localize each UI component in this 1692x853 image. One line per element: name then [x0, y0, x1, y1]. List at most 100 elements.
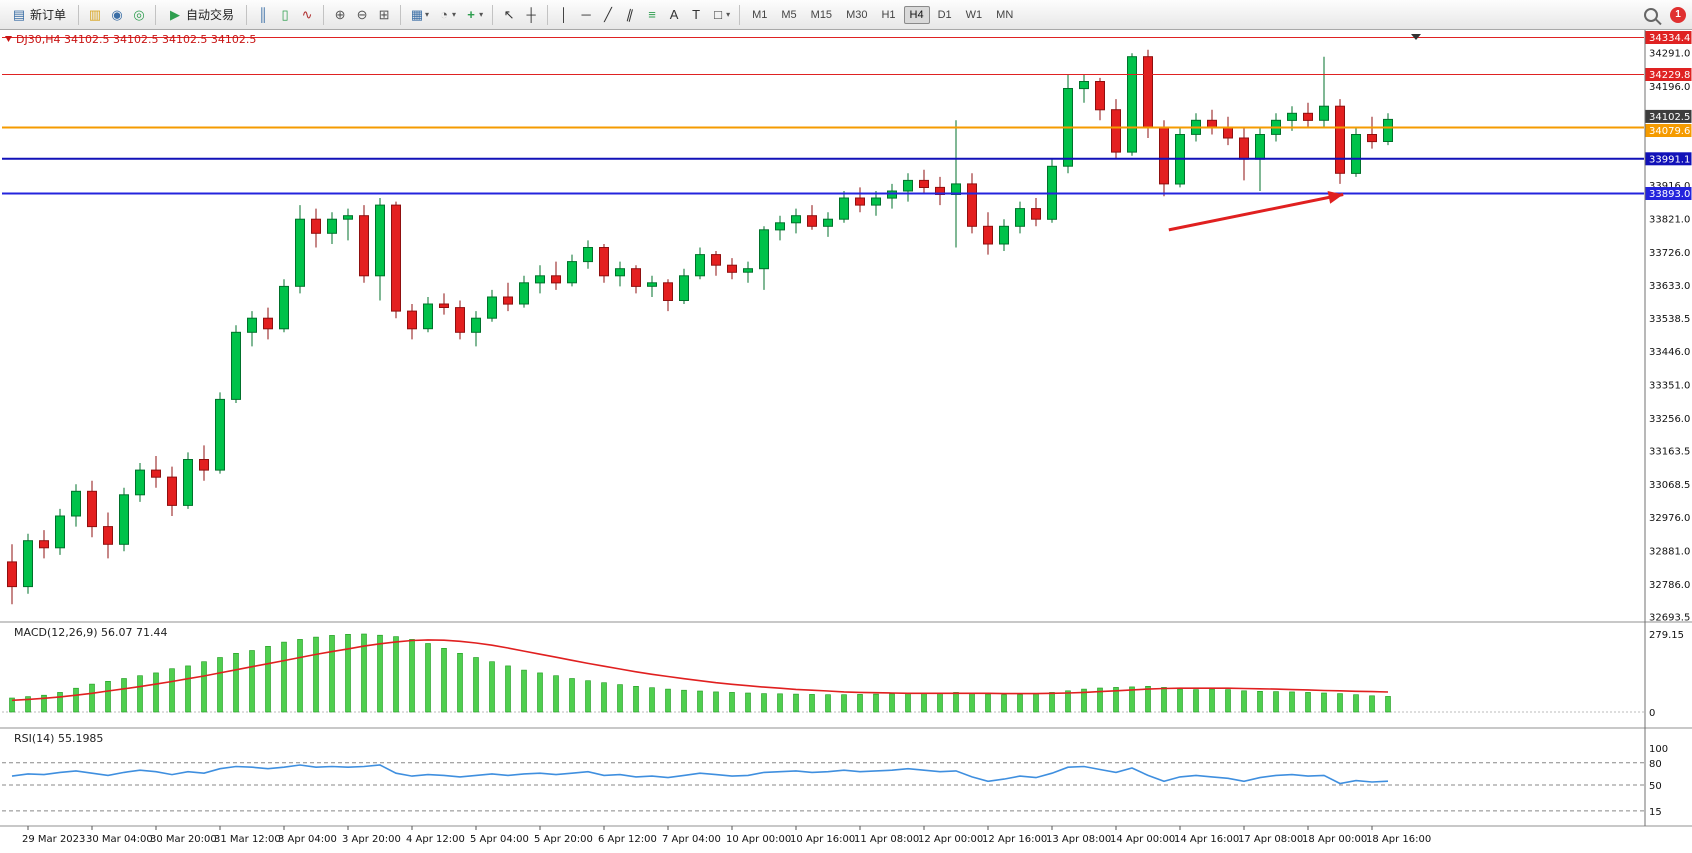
autotrade-button[interactable]: ▶ 自动交易 — [162, 3, 240, 26]
trendline-icon: ╱ — [604, 7, 612, 22]
tf-H4[interactable]: H4 — [903, 5, 930, 24]
macd-label: MACD(12,26,9) 56.07 71.44 — [14, 626, 168, 639]
price-box-34079.6: 34079.6 — [1645, 124, 1692, 137]
tf-H1[interactable]: H1 — [875, 6, 901, 24]
line-chart-button[interactable]: ∿ — [297, 4, 317, 26]
chart-area: DJ30,H4 34102.5 34102.5 34102.5 34102.5 M… — [0, 30, 1692, 853]
price-axis-label: 33351.0 — [1649, 380, 1690, 391]
periods-dropdown[interactable]: ◔ ▾ — [434, 4, 459, 26]
macd-histogram — [9, 633, 1391, 713]
periods-icon: ◔ — [440, 7, 448, 22]
profiles-button[interactable]: ◉ — [107, 4, 127, 26]
candles — [7, 49, 1393, 605]
time-axis-label: 30 Mar 20:00 — [150, 834, 217, 845]
line-chart-icon: ∿ — [301, 7, 313, 22]
text-tool[interactable]: A — [664, 4, 684, 26]
price-axis-label: 32976.0 — [1649, 513, 1690, 524]
svg-text:34102.5: 34102.5 — [1649, 112, 1690, 123]
toolbar-separator — [78, 4, 80, 25]
trendline-tool[interactable]: ╱ — [598, 4, 618, 26]
macd-signal-line — [11, 639, 1389, 702]
time-axis-label: 31 Mar 12:00 — [214, 834, 281, 845]
trend-arrow[interactable] — [1168, 191, 1344, 232]
horizontal-line-tool[interactable]: ─ — [576, 4, 596, 26]
time-axis-label: 4 Apr 12:00 — [406, 834, 465, 845]
price-box-34102.5: 34102.5 — [1645, 109, 1692, 123]
shapes-icon: □ — [714, 7, 722, 22]
channel-icon: ∥ — [624, 6, 636, 23]
fibonacci-tool[interactable]: ≡ — [642, 4, 662, 26]
rsi-axis-label: 100 — [1649, 744, 1668, 755]
chevron-down-icon: ▾ — [479, 10, 484, 19]
toolbar-separator — [323, 4, 325, 25]
autotrade-play-icon: ▶ — [170, 7, 181, 22]
fibonacci-icon: ≡ — [648, 7, 656, 22]
time-axis-label: 10 Apr 00:00 — [726, 834, 791, 845]
time-axis-label: 6 Apr 12:00 — [598, 834, 657, 845]
time-axis-label: 18 Apr 00:00 — [1302, 834, 1367, 845]
toolbar: ▤ 新订单 ▥ ◉ ◎ ▶ 自动交易 ║ ▯ ∿ ⊕ — [0, 0, 1692, 30]
label-icon: T — [692, 7, 701, 22]
indicators-dropdown[interactable]: + ▾ — [461, 4, 486, 26]
time-axis-label: 18 Apr 16:00 — [1366, 834, 1431, 845]
time-axis-label: 3 Apr 20:00 — [342, 834, 401, 845]
time-axis-label: 5 Apr 20:00 — [534, 834, 593, 845]
price-axis-label: 34291.0 — [1649, 48, 1690, 59]
chart-shift-marker[interactable] — [1411, 34, 1421, 40]
tf-M30[interactable]: M30 — [840, 6, 873, 24]
price-axis-label: 32693.5 — [1649, 613, 1690, 624]
vertical-line-tool[interactable]: │ — [554, 4, 574, 26]
charts-icon: ▥ — [88, 7, 102, 22]
community-icon: ◎ — [133, 7, 145, 22]
svg-text:33991.1: 33991.1 — [1649, 154, 1690, 165]
new-order-label: 新订单 — [30, 8, 67, 22]
tf-MN[interactable]: MN — [990, 6, 1019, 24]
time-axis-label: 17 Apr 08:00 — [1238, 834, 1303, 845]
cursor-tool-button[interactable]: ↖ — [499, 4, 519, 26]
time-axis-label: 11 Apr 08:00 — [854, 834, 919, 845]
title-marker — [5, 36, 12, 42]
tf-M5[interactable]: M5 — [775, 6, 802, 24]
channel-tool[interactable]: ∥ — [620, 4, 640, 26]
price-axis-label: 33916.0 — [1649, 181, 1690, 192]
shapes-dropdown[interactable]: □ ▾ — [708, 4, 733, 26]
new-chart-dropdown[interactable]: ▦ ▾ — [407, 4, 432, 26]
bar-chart-button[interactable]: ║ — [253, 4, 273, 26]
tf-M15[interactable]: M15 — [805, 6, 838, 24]
zoom-out-button[interactable]: ⊖ — [352, 4, 372, 26]
notification-badge[interactable]: 1 — [1670, 6, 1686, 23]
tile-windows-button[interactable]: ⊞ — [374, 4, 394, 26]
vertical-line-icon: │ — [560, 7, 569, 22]
charts-list-button[interactable]: ▥ — [85, 4, 105, 26]
zoom-out-icon: ⊖ — [356, 7, 368, 22]
toolbar-separator — [492, 4, 494, 25]
search-icon[interactable] — [1644, 7, 1658, 22]
tf-M1[interactable]: M1 — [746, 6, 773, 24]
toolbar-separator — [155, 4, 157, 25]
label-tool[interactable]: T — [686, 4, 706, 26]
price-axis-label: 33068.5 — [1649, 480, 1690, 491]
toolbar-separator — [739, 4, 741, 25]
new-chart-icon: ▦ — [410, 7, 424, 22]
toolbar-separator — [547, 4, 549, 25]
chart-canvas[interactable]: DJ30,H4 34102.5 34102.5 34102.5 34102.5 M… — [0, 30, 1692, 853]
community-button[interactable]: ◎ — [129, 4, 149, 26]
time-axis-label: 13 Apr 08:00 — [1046, 834, 1111, 845]
tf-W1[interactable]: W1 — [960, 6, 989, 24]
cursor-icon: ↖ — [503, 7, 515, 22]
rsi-axis-label: 50 — [1649, 781, 1662, 792]
tf-D1[interactable]: D1 — [932, 6, 958, 24]
rsi-axis-label: 80 — [1649, 759, 1662, 770]
candle-chart-button[interactable]: ▯ — [275, 4, 295, 26]
new-order-button[interactable]: ▤ 新订单 — [6, 3, 72, 26]
time-axis-label: 3 Apr 04:00 — [278, 834, 337, 845]
crosshair-tool-button[interactable]: ┼ — [521, 4, 541, 26]
price-box-33893.0: 33893.0 — [1645, 187, 1692, 200]
price-axis-label: 33821.0 — [1649, 214, 1690, 225]
rsi-label: RSI(14) 55.1985 — [14, 732, 103, 745]
price-axis-label: 32786.0 — [1649, 580, 1690, 591]
text-icon: A — [669, 7, 679, 22]
price-box-33991.1: 33991.1 — [1645, 152, 1692, 166]
zoom-in-button[interactable]: ⊕ — [330, 4, 350, 26]
